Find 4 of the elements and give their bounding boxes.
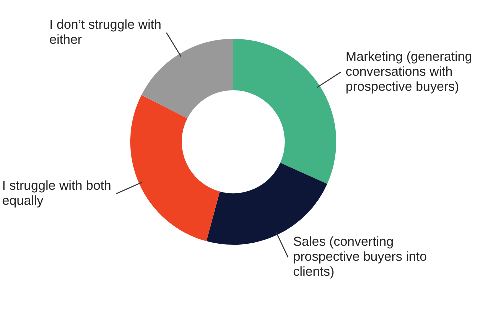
slice-label: I struggle with both equally (2, 178, 112, 208)
slice-label: Marketing (generating conversations with prospective buyers) (346, 48, 472, 94)
slice-label: Sales (converting prospective buyers into clients) (293, 234, 428, 280)
slice-label: I don’t struggle with either (50, 16, 162, 47)
